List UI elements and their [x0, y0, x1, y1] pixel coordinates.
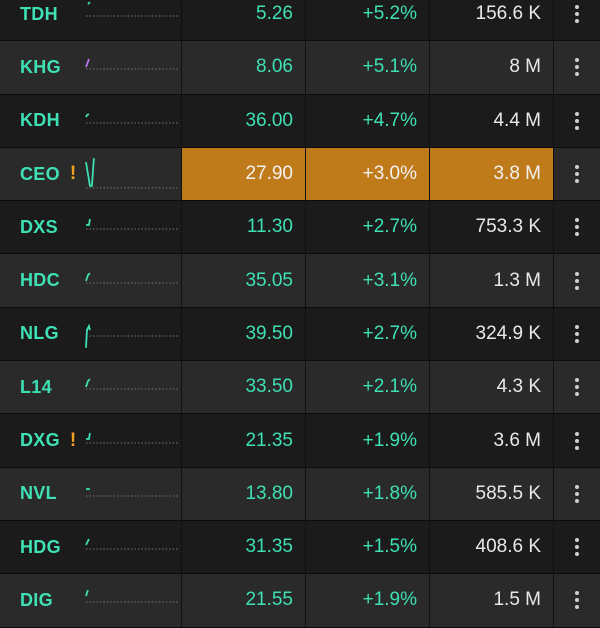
more-vertical-icon[interactable] [554, 201, 600, 253]
change-percent-cell: +4.7% [306, 94, 430, 147]
sparkline-chart [84, 94, 182, 147]
sparkline-chart [84, 41, 182, 94]
more-vertical-icon[interactable] [554, 414, 600, 466]
symbol-cell[interactable]: HDG [0, 521, 84, 573]
table-row[interactable]: DXG ! 21.35 +1.9% 3.6 M [0, 414, 600, 468]
symbol-cell[interactable]: DIG [0, 574, 84, 626]
symbol-cell[interactable]: NLG [0, 308, 84, 360]
price-cell: 21.35 [182, 414, 306, 467]
more-vertical-icon[interactable] [554, 0, 600, 40]
change-percent-cell: +2.1% [306, 361, 430, 414]
change-percent-cell: +1.8% [306, 467, 430, 520]
symbol-cell[interactable]: KHG [0, 41, 84, 93]
volume-cell: 1.5 M [430, 574, 554, 627]
symbol-label: KHG [20, 56, 61, 77]
more-vertical-icon[interactable] [554, 254, 600, 306]
more-vertical-icon[interactable] [554, 41, 600, 93]
volume-cell: 3.6 M [430, 414, 554, 467]
table-row[interactable]: NLG 39.50 +2.7% 324.9 K [0, 307, 600, 362]
volume-cell: 753.3 K [430, 201, 554, 254]
change-percent-cell: +2.7% [306, 201, 430, 254]
change-percent-cell: +1.9% [306, 574, 430, 627]
more-vertical-icon[interactable] [554, 148, 600, 200]
change-percent-cell: +3.0% [306, 147, 430, 201]
symbol-label: HDC [20, 270, 60, 291]
price-cell: 5.26 [182, 0, 306, 41]
table-row[interactable]: L14 33.50 +2.1% 4.3 K [0, 361, 600, 415]
exclamation-icon: ! [69, 429, 77, 451]
symbol-label: DXG [20, 430, 60, 451]
sparkline-chart [84, 201, 182, 254]
table-row[interactable]: DXS 11.30 +2.7% 753.3 K [0, 201, 600, 255]
sparkline-chart [84, 574, 182, 627]
change-percent-cell: +5.1% [306, 41, 430, 94]
change-percent-cell: +3.1% [306, 254, 430, 307]
table-row[interactable]: TDH 5.26 +5.2% 156.6 K [0, 0, 600, 42]
symbol-label: TDH [20, 3, 58, 24]
table-row[interactable]: HDC 35.05 +3.1% 1.3 M [0, 254, 600, 308]
more-vertical-icon[interactable] [554, 361, 600, 413]
volume-cell: 156.6 K [430, 0, 554, 41]
more-vertical-icon[interactable] [554, 95, 600, 147]
volume-cell: 4.4 M [430, 94, 554, 147]
volume-cell: 1.3 M [430, 254, 554, 307]
volume-cell: 3.8 M [430, 147, 554, 201]
price-cell: 35.05 [182, 254, 306, 307]
table-row[interactable]: HDG 31.35 +1.5% 408.6 K [0, 520, 600, 575]
symbol-label: KDH [20, 110, 60, 131]
change-percent-cell: +1.9% [306, 414, 430, 467]
symbol-cell[interactable]: CEO ! [0, 148, 84, 200]
volume-cell: 408.6 K [430, 520, 554, 574]
symbol-cell[interactable]: NVL [0, 468, 84, 520]
more-vertical-icon[interactable] [554, 521, 600, 573]
table-row[interactable]: CEO ! 27.90 +3.0% 3.8 M [0, 147, 600, 202]
sparkline-chart [84, 414, 182, 467]
sparkline-chart [84, 361, 182, 414]
price-cell: 36.00 [182, 94, 306, 147]
symbol-label: DXS [20, 216, 58, 237]
sparkline-chart [84, 520, 182, 574]
price-cell: 27.90 [182, 147, 306, 201]
table-row[interactable]: DIG 21.55 +1.9% 1.5 M [0, 574, 600, 628]
symbol-cell[interactable]: DXG ! [0, 414, 84, 466]
symbol-cell[interactable]: HDC [0, 254, 84, 306]
volume-cell: 585.5 K [430, 467, 554, 520]
change-percent-cell: +2.7% [306, 307, 430, 361]
sparkline-chart [84, 307, 182, 361]
price-cell: 8.06 [182, 41, 306, 94]
symbol-label: CEO [20, 163, 60, 184]
table-row[interactable]: NVL 13.80 +1.8% 585.5 K [0, 467, 600, 521]
symbol-label: NLG [20, 323, 59, 344]
price-cell: 39.50 [182, 307, 306, 361]
exclamation-icon: ! [69, 163, 77, 185]
symbol-label: DIG [20, 589, 53, 610]
volume-cell: 324.9 K [430, 307, 554, 361]
table-row[interactable]: KHG 8.06 +5.1% 8 M [0, 41, 600, 95]
more-vertical-icon[interactable] [554, 468, 600, 520]
price-cell: 21.55 [182, 574, 306, 627]
volume-cell: 4.3 K [430, 361, 554, 414]
sparkline-chart [84, 254, 182, 307]
sparkline-chart [84, 0, 182, 41]
symbol-label: NVL [20, 483, 57, 504]
change-percent-cell: +5.2% [306, 0, 430, 41]
symbol-cell[interactable]: DXS [0, 201, 84, 253]
price-cell: 31.35 [182, 520, 306, 574]
symbol-label: HDG [20, 536, 61, 557]
symbol-label: L14 [20, 376, 52, 397]
more-vertical-icon[interactable] [554, 574, 600, 626]
table-row[interactable]: KDH 36.00 +4.7% 4.4 M [0, 94, 600, 148]
symbol-cell[interactable]: KDH [0, 95, 84, 147]
sparkline-chart [84, 467, 182, 520]
price-cell: 11.30 [182, 201, 306, 254]
sparkline-chart [84, 147, 182, 201]
price-cell: 33.50 [182, 361, 306, 414]
symbol-cell[interactable]: TDH [0, 0, 84, 40]
symbol-cell[interactable]: L14 [0, 361, 84, 413]
change-percent-cell: +1.5% [306, 520, 430, 574]
volume-cell: 8 M [430, 41, 554, 94]
more-vertical-icon[interactable] [554, 308, 600, 360]
price-cell: 13.80 [182, 467, 306, 520]
